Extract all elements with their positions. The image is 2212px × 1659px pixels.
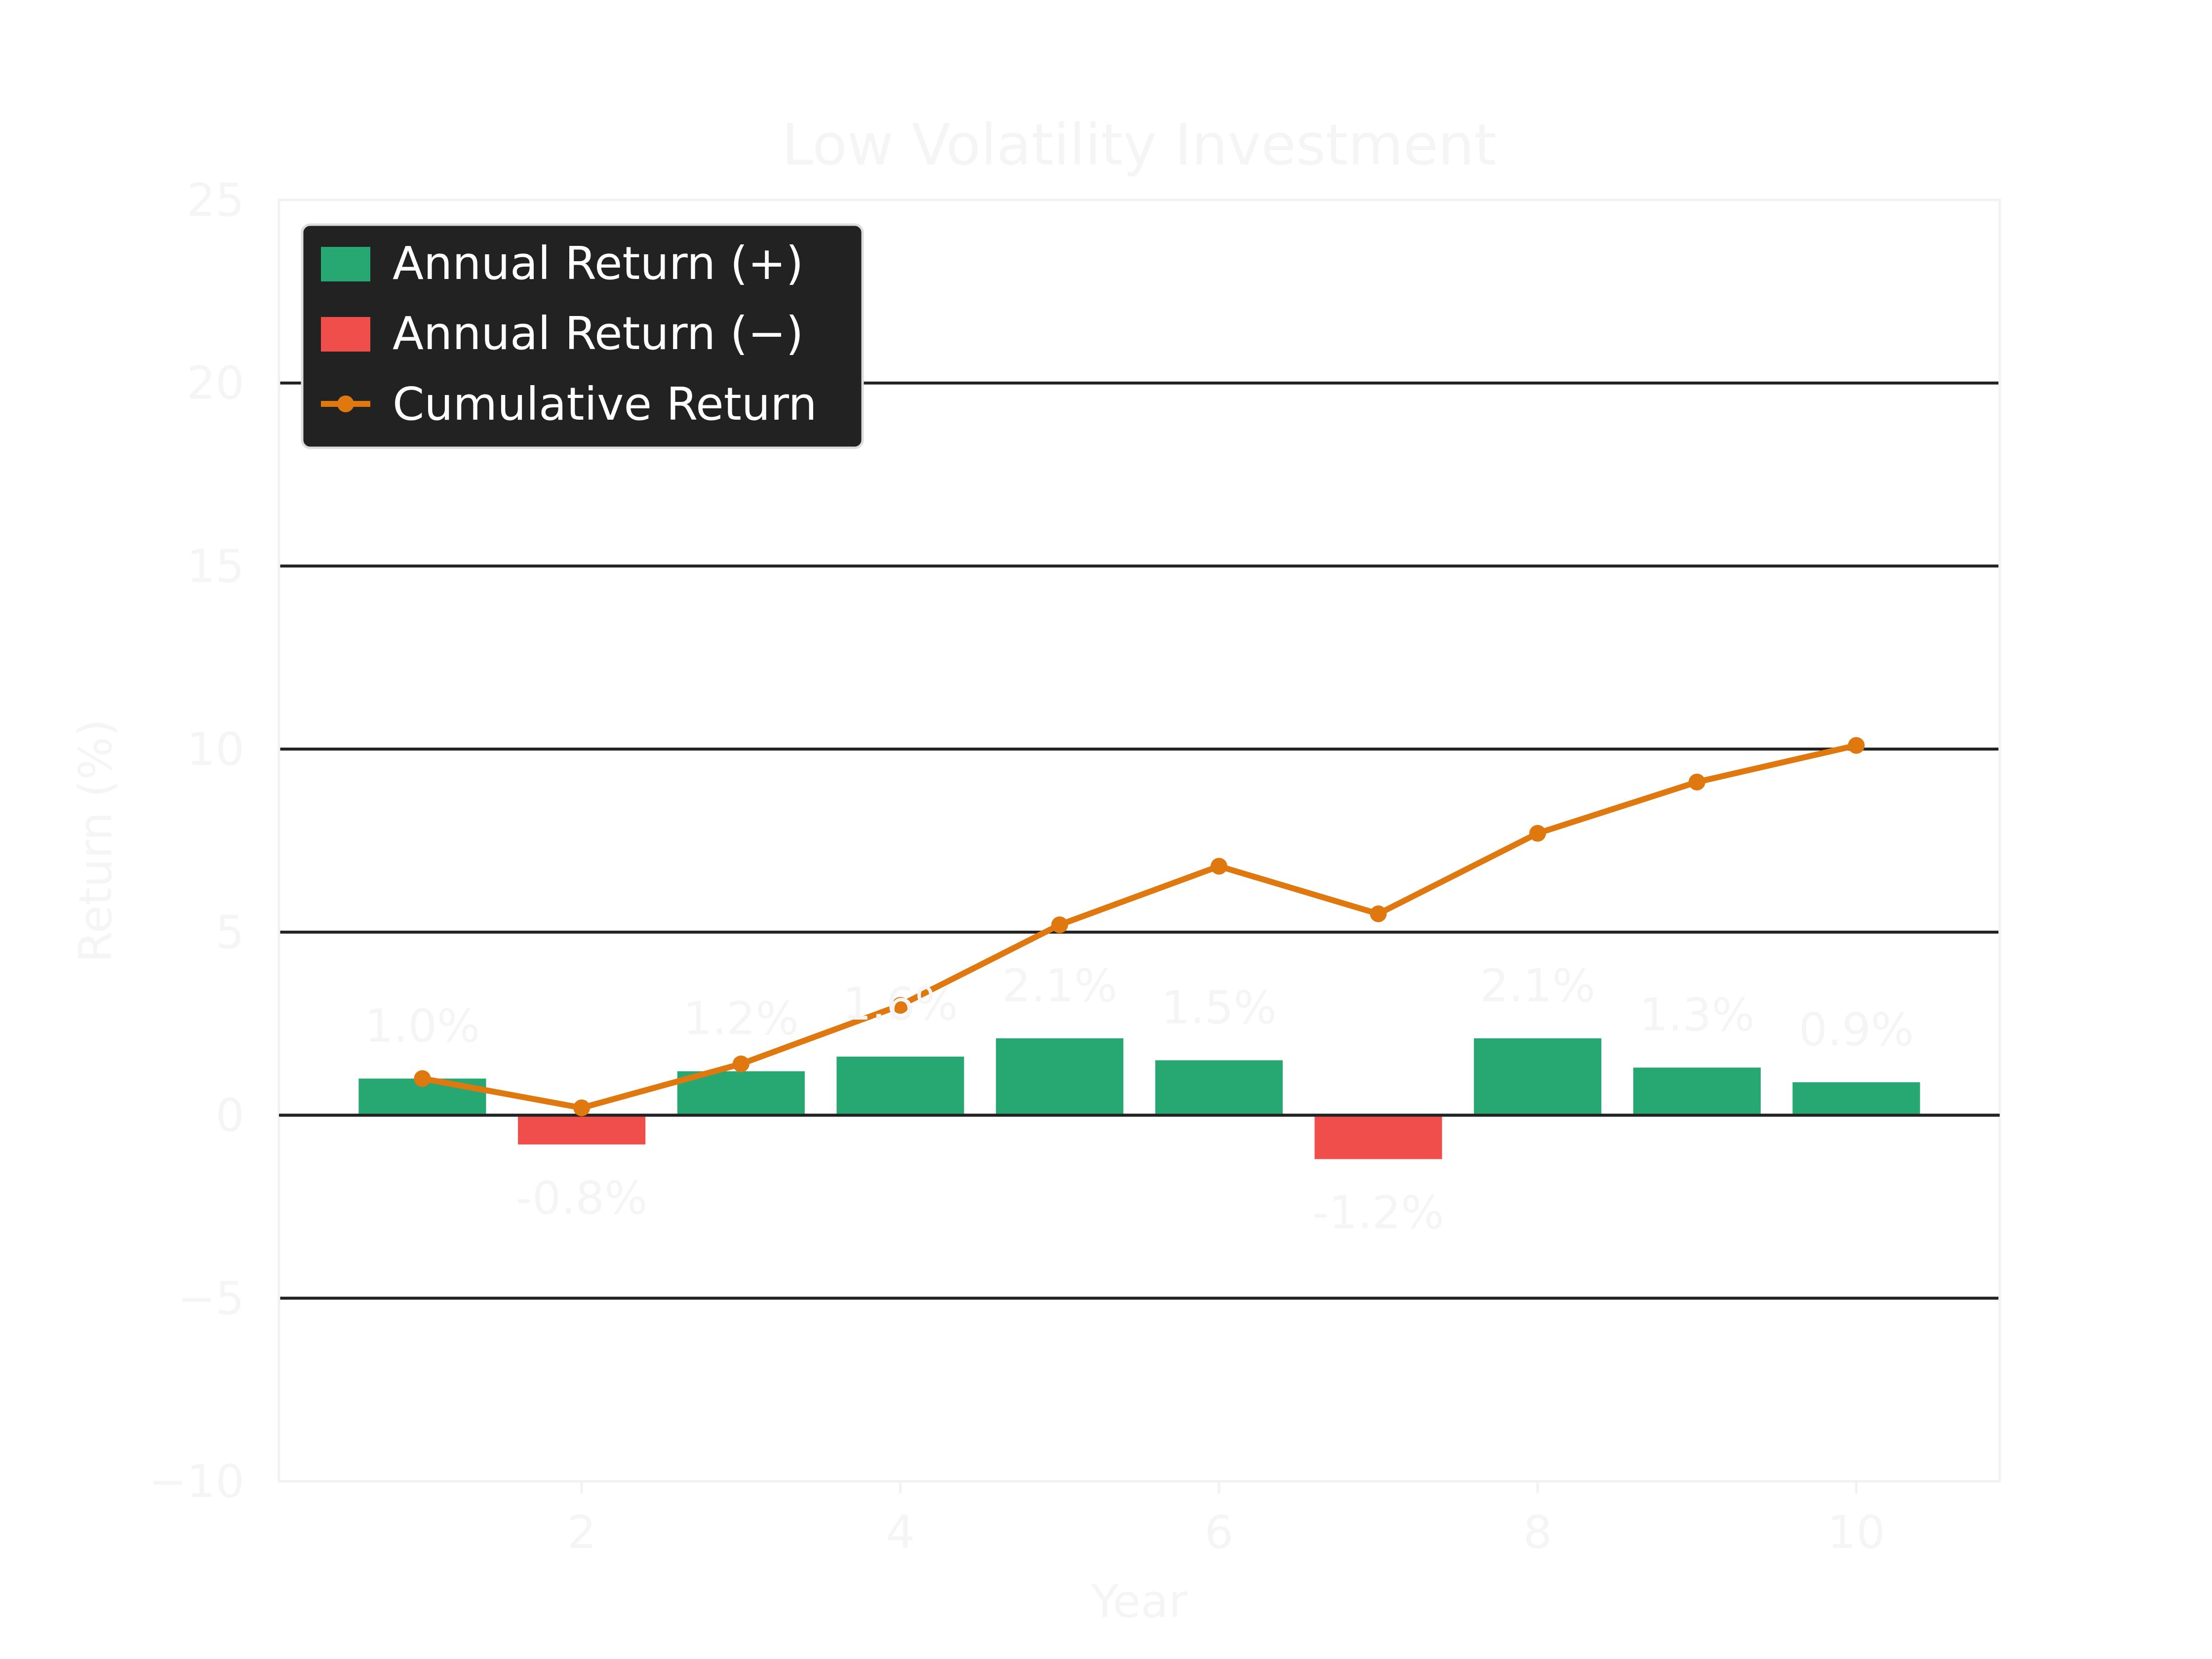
- bar-year-6: [1155, 1060, 1283, 1115]
- bar-label-year-7: -1.2%: [1312, 1186, 1444, 1239]
- bar-label-year-3: 1.2%: [683, 992, 799, 1045]
- cumulative-point-year-1: [414, 1070, 431, 1087]
- x-axis-label: Year: [1091, 1575, 1187, 1628]
- cumulative-point-year-4: [892, 997, 909, 1014]
- legend-label-positive: Annual Return (+): [393, 237, 803, 290]
- chart-title: Low Volatility Investment: [782, 112, 1497, 178]
- y-tick-label--5: −5: [177, 1272, 244, 1325]
- y-tick-label-25: 25: [187, 174, 244, 227]
- bar-label-year-1: 1.0%: [365, 999, 480, 1052]
- cumulative-point-year-10: [1848, 737, 1865, 754]
- y-tick-label-0: 0: [215, 1089, 244, 1142]
- bar-year-9: [1633, 1067, 1761, 1115]
- cumulative-point-year-5: [1051, 916, 1068, 934]
- legend-label-cumulative: Cumulative Return: [393, 378, 817, 431]
- x-tick-label-10: 10: [1827, 1506, 1885, 1559]
- plot-frame: [277, 198, 2001, 1483]
- x-tick-label-2: 2: [567, 1506, 596, 1559]
- bar-label-year-2: -0.8%: [516, 1172, 648, 1224]
- y-tick-label-15: 15: [187, 540, 244, 592]
- cumulative-point-year-8: [1529, 825, 1546, 842]
- legend-label-negative: Annual Return (−): [393, 307, 803, 360]
- line-layer: [414, 737, 1865, 1116]
- cumulative-point-year-2: [573, 1099, 591, 1116]
- bar-label-year-4: 1.6%: [843, 978, 958, 1030]
- bar-label-layer: 1.0% -0.8% 1.2% 1.6% 2.1% 1.5% -1.2% 2.1% 1.3% 0.…: [365, 959, 1914, 1239]
- grid-layer: [279, 381, 2000, 1300]
- bar-label-year-10: 0.9%: [1799, 1003, 1914, 1056]
- x-tick-label-6: 6: [1205, 1506, 1234, 1559]
- bar-label-year-5: 2.1%: [1002, 959, 1117, 1012]
- tick-layer: −10 −5 0 5 10 15 20 25 2 4 6 8 10: [149, 174, 1885, 1559]
- legend-box: [301, 223, 864, 449]
- bar-year-5: [996, 1038, 1124, 1115]
- bar-year-4: [836, 1056, 964, 1115]
- x-tick-label-8: 8: [1523, 1506, 1552, 1559]
- y-axis-label: Return (%): [69, 719, 122, 963]
- legend-swatch-positive: [321, 247, 370, 281]
- cumulative-point-year-9: [1688, 773, 1705, 790]
- y-tick-label-5: 5: [215, 906, 244, 959]
- bar-year-10: [1792, 1082, 1920, 1115]
- legend-marker-cumulative: [337, 395, 354, 412]
- bar-label-year-9: 1.3%: [1639, 988, 1755, 1041]
- cumulative-point-year-7: [1370, 905, 1387, 922]
- y-tick-label--10: −10: [149, 1455, 244, 1508]
- legend: Annual Return (+) Annual Return (−) Cumu…: [301, 223, 864, 449]
- bar-label-year-8: 2.1%: [1480, 959, 1595, 1012]
- bar-label-year-6: 1.5%: [1161, 981, 1277, 1034]
- bar-year-2: [518, 1115, 646, 1145]
- bar-year-8: [1474, 1038, 1602, 1115]
- x-tick-label-4: 4: [886, 1506, 915, 1559]
- bar-layer: [279, 1038, 2000, 1159]
- cumulative-return-line: [422, 742, 1857, 1111]
- y-tick-label-10: 10: [187, 723, 244, 776]
- cumulative-point-year-6: [1210, 858, 1227, 875]
- bar-year-7: [1314, 1115, 1442, 1159]
- legend-swatch-negative: [321, 317, 370, 352]
- y-tick-label-20: 20: [187, 357, 244, 410]
- cumulative-point-year-3: [732, 1055, 750, 1072]
